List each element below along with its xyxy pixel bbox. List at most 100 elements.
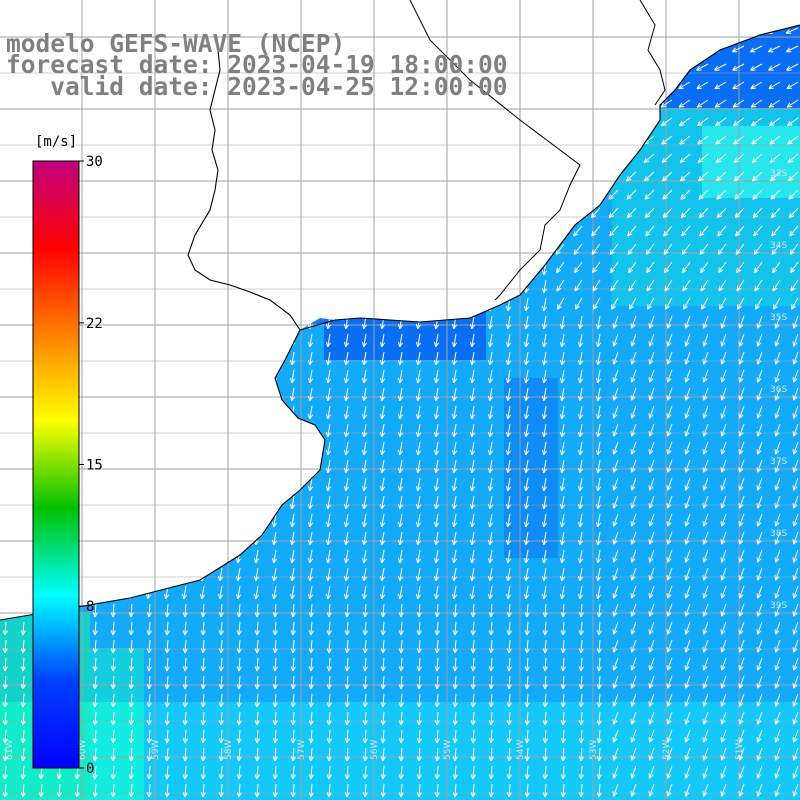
wind-arrow bbox=[163, 99, 170, 114]
field-cell bbox=[576, 450, 595, 469]
wind-arrow bbox=[541, 189, 548, 204]
field-cell bbox=[288, 504, 307, 523]
field-cell bbox=[576, 648, 595, 667]
field-cell bbox=[450, 666, 469, 685]
wind-arrow bbox=[217, 225, 224, 240]
field-cell bbox=[180, 720, 199, 739]
field-cell bbox=[324, 180, 343, 199]
field-cell bbox=[216, 396, 235, 415]
field-cell bbox=[468, 648, 487, 667]
field-cell bbox=[756, 126, 775, 145]
field-cell bbox=[396, 504, 415, 523]
field-cell bbox=[216, 576, 235, 595]
wind-arrow bbox=[163, 297, 170, 312]
field-cell bbox=[414, 576, 433, 595]
wind-arrow bbox=[451, 189, 458, 204]
lat-label: 36S bbox=[770, 385, 787, 395]
wind-arrow bbox=[361, 171, 368, 186]
field-cell bbox=[594, 378, 613, 397]
field-cell bbox=[486, 414, 505, 433]
field-cell bbox=[126, 612, 145, 631]
field-cell bbox=[486, 0, 505, 19]
field-cell bbox=[378, 396, 397, 415]
wind-arrow bbox=[127, 243, 134, 258]
field-cell bbox=[702, 162, 721, 181]
field-cell bbox=[216, 144, 235, 163]
wind-arrow bbox=[254, 10, 258, 23]
field-cell bbox=[162, 486, 181, 505]
wind-arrow bbox=[163, 531, 170, 546]
field-cell bbox=[756, 252, 775, 271]
field-cell bbox=[756, 162, 775, 181]
field-cell bbox=[774, 72, 793, 91]
wind-arrow bbox=[397, 153, 404, 168]
wind-arrow bbox=[217, 387, 224, 402]
wind-arrow bbox=[570, 10, 582, 15]
field-cell bbox=[720, 216, 739, 235]
field-cell bbox=[576, 360, 595, 379]
field-cell bbox=[522, 594, 541, 613]
field-cell bbox=[450, 612, 469, 631]
wind-arrow bbox=[253, 387, 260, 402]
field-cell bbox=[396, 360, 415, 379]
wind-arrow bbox=[217, 333, 224, 348]
field-cell bbox=[270, 522, 289, 541]
field-cell bbox=[378, 252, 397, 271]
wind-arrow bbox=[434, 10, 438, 23]
field-cell bbox=[288, 216, 307, 235]
wind-arrow bbox=[145, 315, 152, 330]
field-cell bbox=[684, 198, 703, 217]
wind-arrow bbox=[199, 441, 206, 456]
field-cell bbox=[414, 432, 433, 451]
wind-arrow bbox=[433, 27, 440, 42]
field-cell bbox=[216, 234, 235, 253]
field-cell bbox=[522, 54, 541, 73]
wind-arrow bbox=[325, 153, 332, 168]
field-cell bbox=[792, 270, 800, 289]
wind-arrow bbox=[415, 279, 422, 294]
wind-arrow bbox=[541, 99, 548, 114]
field-cell bbox=[396, 540, 415, 559]
wind-arrow bbox=[218, 10, 222, 23]
field-cell bbox=[180, 216, 199, 235]
field-cell bbox=[396, 378, 415, 397]
field-cell bbox=[558, 576, 577, 595]
wind-arrow bbox=[127, 405, 134, 420]
wind-arrow bbox=[163, 495, 170, 510]
wind-arrow bbox=[469, 27, 476, 42]
field-cell bbox=[234, 684, 253, 703]
field-cell bbox=[756, 216, 775, 235]
wind-arrow bbox=[433, 135, 440, 150]
wind-arrow bbox=[587, 27, 601, 34]
field-cell bbox=[306, 252, 325, 271]
field-cell bbox=[180, 648, 199, 667]
colorbar-tick-label: 22 bbox=[86, 316, 103, 332]
field-cell bbox=[396, 180, 415, 199]
field-cell bbox=[270, 450, 289, 469]
wind-arrow bbox=[163, 261, 170, 276]
field-cell bbox=[612, 306, 631, 325]
field-cell bbox=[468, 540, 487, 559]
wind-arrow bbox=[289, 261, 296, 276]
wind-arrow bbox=[163, 189, 170, 204]
wind-arrow bbox=[541, 207, 548, 222]
field-cell bbox=[648, 306, 667, 325]
field-cell bbox=[378, 360, 397, 379]
field-cell bbox=[522, 378, 541, 397]
field-cell bbox=[432, 702, 451, 721]
wind-arrow bbox=[271, 153, 278, 168]
wind-arrow bbox=[307, 189, 314, 204]
field-cell bbox=[702, 90, 721, 109]
field-cell bbox=[396, 648, 415, 667]
wind-arrow bbox=[553, 135, 565, 145]
field-cell bbox=[684, 144, 703, 163]
field-cell bbox=[594, 684, 613, 703]
field-cell bbox=[558, 54, 577, 73]
wind-arrow bbox=[253, 279, 260, 294]
field-cell bbox=[126, 342, 145, 361]
field-cell bbox=[252, 756, 271, 775]
field-cell bbox=[270, 432, 289, 451]
field-cell bbox=[792, 378, 800, 397]
wind-arrow bbox=[289, 423, 296, 438]
field-cell bbox=[414, 666, 433, 685]
